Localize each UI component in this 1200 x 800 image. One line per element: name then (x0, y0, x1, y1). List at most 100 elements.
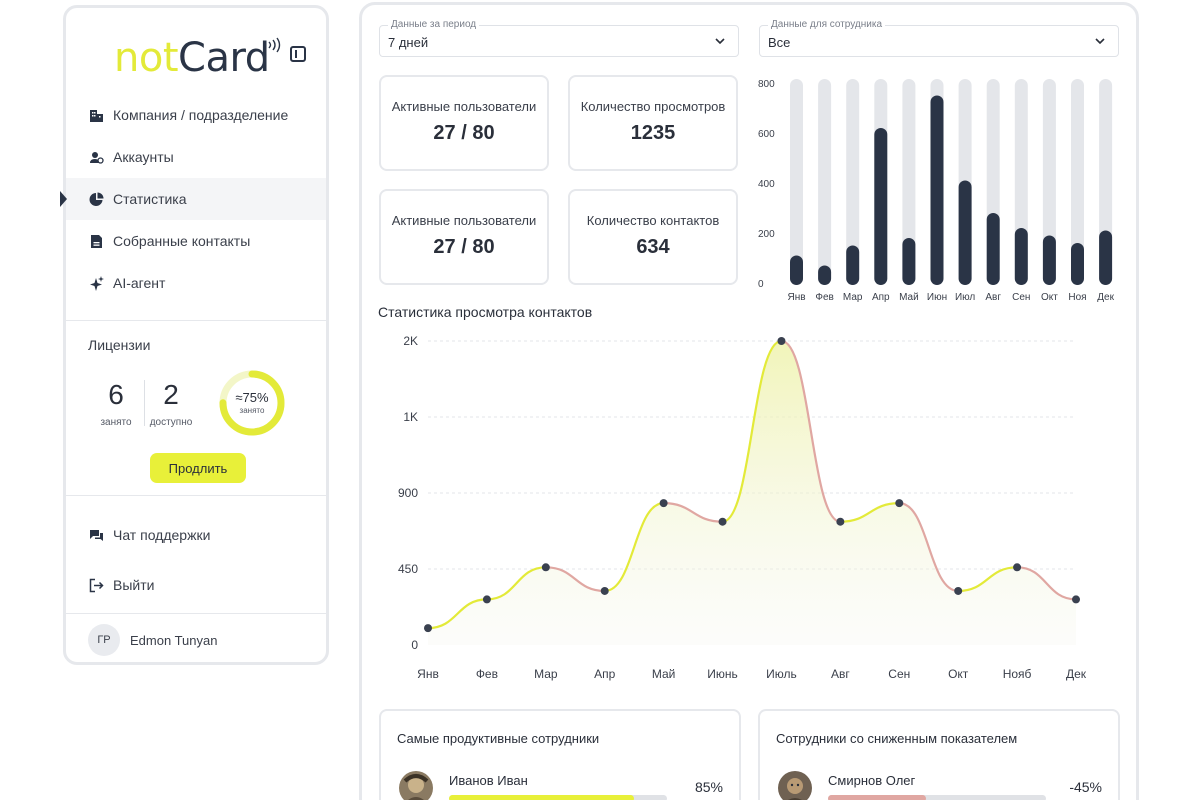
declined-employees-card: Сотрудники со сниженным показателем Смир… (758, 709, 1120, 800)
collapse-sidebar-icon[interactable] (290, 46, 306, 62)
employee-select[interactable]: Данные для сотрудника Все (759, 19, 1119, 57)
employee-select-label: Данные для сотрудника (768, 19, 886, 30)
logo[interactable]: not Card (114, 35, 281, 81)
x-tick-label: Окт (1041, 292, 1058, 303)
series-line-segment (1017, 566, 1077, 601)
kpi-views: Количество просмотров 1235 (568, 75, 738, 171)
views-chart-title: Статистика просмотра контактов (378, 304, 593, 320)
bar[interactable] (1099, 230, 1113, 286)
data-point[interactable] (895, 499, 904, 508)
y-tick-label: 0 (758, 279, 764, 290)
x-tick-label: Дек (1097, 292, 1114, 303)
bar-track (818, 79, 832, 285)
x-tick-label: Сен (1012, 292, 1030, 303)
licenses-percent: ≈75% (235, 390, 269, 405)
kpi-label: Количество контактов (586, 213, 720, 228)
data-point[interactable] (659, 499, 668, 508)
data-point[interactable] (541, 563, 550, 572)
series-line-segment (899, 502, 959, 593)
main-panel: Данные за период 7 дней Данные для сотру… (359, 2, 1139, 800)
bar[interactable] (958, 180, 972, 286)
series-line-segment (958, 566, 1018, 593)
accounts-icon (88, 149, 104, 165)
bar[interactable] (846, 245, 860, 286)
x-tick-label: Ноя (1068, 292, 1086, 303)
employee-select-value: Все (768, 35, 791, 50)
kpi-label: Количество просмотров (580, 99, 726, 114)
kpi-active-users-2: Активные пользователи 27 / 80 (379, 189, 549, 285)
sidebar-item-contacts[interactable]: Собранные контакты (66, 220, 326, 262)
bar[interactable] (1042, 235, 1056, 286)
data-point[interactable] (424, 624, 432, 633)
data-point[interactable] (482, 595, 491, 604)
employee-progress-track (449, 795, 667, 800)
bar-track (1071, 79, 1084, 285)
x-tick-label: Май (652, 667, 676, 681)
bar[interactable] (930, 95, 944, 286)
y-tick-label: 450 (398, 562, 418, 576)
top-employees-title: Самые продуктивные сотрудники (397, 731, 600, 746)
period-select-value: 7 дней (388, 35, 429, 50)
support-chat-label: Чат поддержки (113, 527, 211, 543)
x-tick-label: Фев (476, 667, 498, 681)
licenses-available-caption: доступно (149, 417, 193, 428)
data-point[interactable] (1013, 563, 1022, 572)
y-tick-label: 0 (411, 638, 418, 652)
x-tick-label: Янв (417, 667, 439, 681)
data-point[interactable] (600, 586, 609, 595)
kpi-value: 1235 (630, 122, 676, 144)
bar-track (902, 79, 916, 285)
x-tick-label: Янв (787, 292, 805, 303)
data-point[interactable] (836, 517, 845, 526)
x-tick-label: Июль (766, 667, 797, 681)
bar[interactable] (1014, 228, 1028, 285)
bar-track (790, 79, 803, 285)
bar[interactable] (902, 238, 916, 285)
sidebar-item-statistics[interactable]: Статистика (60, 178, 326, 220)
sidebar-item-ai-agent[interactable]: AI-агент (66, 262, 326, 304)
divider (66, 613, 326, 614)
area-fill (428, 341, 1076, 645)
sidebar: not Card Компания / подразделение Аккаунт… (60, 5, 329, 665)
period-select[interactable]: Данные за период 7 дней (379, 19, 739, 57)
series-line-segment (840, 502, 900, 523)
bar[interactable] (1071, 243, 1084, 285)
licenses-used-count: 6 (108, 379, 124, 410)
y-tick-label: 900 (398, 486, 418, 500)
sidebar-item-accounts[interactable]: Аккаунты (66, 136, 326, 178)
contacts-icon (88, 233, 104, 249)
employee-percent: -45% (1069, 779, 1102, 795)
data-point[interactable] (954, 586, 963, 595)
data-point[interactable] (718, 517, 727, 526)
data-point[interactable] (777, 337, 786, 345)
monthly-bar-chart: 0 200 400 600 800 Янв Фев Мар Апр Май Июн Июл Авг Сен… (758, 79, 1115, 303)
renew-button[interactable]: Продлить (150, 453, 246, 483)
support-chat-link[interactable]: Чат поддержки (66, 514, 326, 556)
bar[interactable] (874, 128, 888, 285)
user-name: Edmon Tunyan (130, 632, 218, 648)
x-tick-label: Июл (955, 292, 975, 303)
licenses-used-caption: занято (100, 417, 132, 428)
sparkle-icon (88, 275, 104, 291)
bar[interactable] (818, 265, 832, 286)
sidebar-item-label: Собранные контакты (113, 233, 251, 249)
user-profile[interactable]: ГР Edmon Tunyan (88, 624, 217, 656)
contact-views-chart: 0 450 900 1K 2K Янв Фев Мар Апр Май Июнь Июль Авг Сен… (398, 334, 1087, 681)
data-point[interactable] (1072, 595, 1080, 604)
y-tick-label: 400 (758, 179, 775, 190)
logout-icon (88, 577, 104, 593)
pie-chart-icon (88, 191, 104, 207)
logo-card: Card (178, 35, 270, 81)
logout-link[interactable]: Выйти (66, 564, 326, 606)
active-indicator (60, 191, 67, 207)
logout-label: Выйти (113, 577, 155, 593)
sidebar-item-label: Аккаунты (113, 149, 174, 165)
sidebar-item-label: Компания / подразделение (113, 107, 289, 123)
sidebar-item-label: AI-агент (113, 275, 166, 291)
sidebar-item-company[interactable]: Компания / подразделение (66, 94, 326, 136)
period-select-label: Данные за период (388, 19, 480, 30)
bar[interactable] (790, 255, 803, 286)
x-tick-label: Сен (888, 667, 910, 681)
bar[interactable] (986, 213, 1000, 285)
employee-name: Иванов Иван (449, 773, 528, 788)
